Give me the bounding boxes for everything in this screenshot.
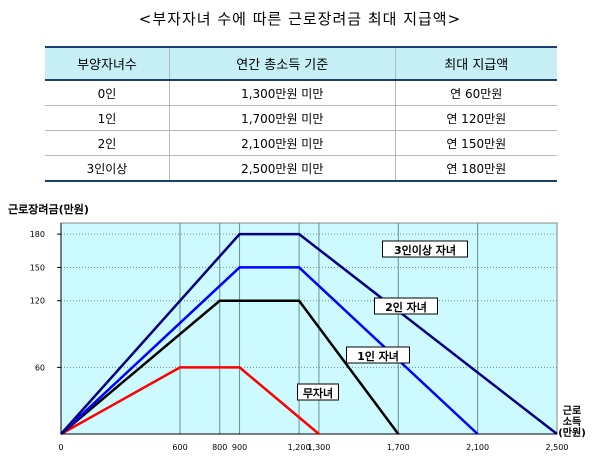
cell-income: 2,100만원 미만 <box>168 130 395 156</box>
cell-children: 3인이상 <box>45 155 170 182</box>
y-tick-label: 120 <box>30 297 45 306</box>
cell-income: 1,300만원 미만 <box>168 80 395 106</box>
cell-amount: 연 120만원 <box>394 105 557 131</box>
y-tick-label: 180 <box>30 230 45 239</box>
plot-area <box>60 222 558 435</box>
cell-amount: 연 60만원 <box>394 80 557 106</box>
x-tick-label: 2,100 <box>466 443 489 452</box>
x-tick-label: 900 <box>232 443 247 452</box>
x-tick-label: 1,300 <box>307 443 330 452</box>
x-tick-label: 600 <box>172 443 187 452</box>
header-income: 연간 총소득 기준 <box>168 46 395 81</box>
x-tick-label: 0 <box>58 443 63 452</box>
header-children: 부양자녀수 <box>45 46 170 81</box>
cell-income: 2,500만원 미만 <box>168 155 395 182</box>
table-row: 3인이상 2,500만원 미만 연 180만원 <box>45 155 557 182</box>
y-tick-label: 60 <box>35 363 45 372</box>
x-axis-title: (만원) <box>558 426 586 439</box>
series-label: 3인이상 자녀 <box>394 243 456 257</box>
table-row: 1인 1,700만원 미만 연 120만원 <box>45 105 557 131</box>
series-label-box <box>374 297 438 315</box>
series-line <box>60 232 558 435</box>
y-tick-label: 150 <box>30 263 45 272</box>
header-max-amount: 최대 지급액 <box>394 46 557 81</box>
x-tick-label: 1,200 <box>288 443 311 452</box>
cell-children: 1인 <box>45 105 170 131</box>
y-axis-title: 근로장려금(만원) <box>8 202 89 216</box>
chart-title: <부자자녀 수에 따른 근로장려금 최대 지급액> <box>138 10 462 28</box>
benefit-table: 부양자녀수 연간 총소득 기준 최대 지급액 0인 1,300만원 미만 연 6… <box>45 46 557 182</box>
table-row: 0인 1,300만원 미만 연 60만원 <box>45 80 557 106</box>
x-tick-label: 1,700 <box>387 443 410 452</box>
series-label-box <box>346 346 410 364</box>
cell-amount: 연 180만원 <box>394 155 557 182</box>
series-label-box <box>297 383 339 401</box>
cell-children: 0인 <box>45 80 170 106</box>
series-label: 무자녀 <box>303 386 333 400</box>
x-axis-title: 소득 <box>563 416 581 428</box>
series-line <box>60 366 320 436</box>
series-label-box <box>382 240 468 258</box>
series-line <box>60 299 400 435</box>
series-label: 2인 자녀 <box>385 300 427 314</box>
cell-amount: 연 150만원 <box>394 130 557 156</box>
table-row: 2인 2,100만원 미만 연 150만원 <box>45 130 557 156</box>
x-axis-title: 근로 <box>563 405 581 417</box>
table-header-row: 부양자녀수 연간 총소득 기준 최대 지급액 <box>45 46 557 81</box>
x-tick-label: 2,500 <box>546 443 569 452</box>
series-label: 1인 자녀 <box>357 349 399 363</box>
cell-income: 1,700만원 미만 <box>168 105 395 131</box>
x-tick-label: 800 <box>212 443 227 452</box>
cell-children: 2인 <box>45 130 170 156</box>
